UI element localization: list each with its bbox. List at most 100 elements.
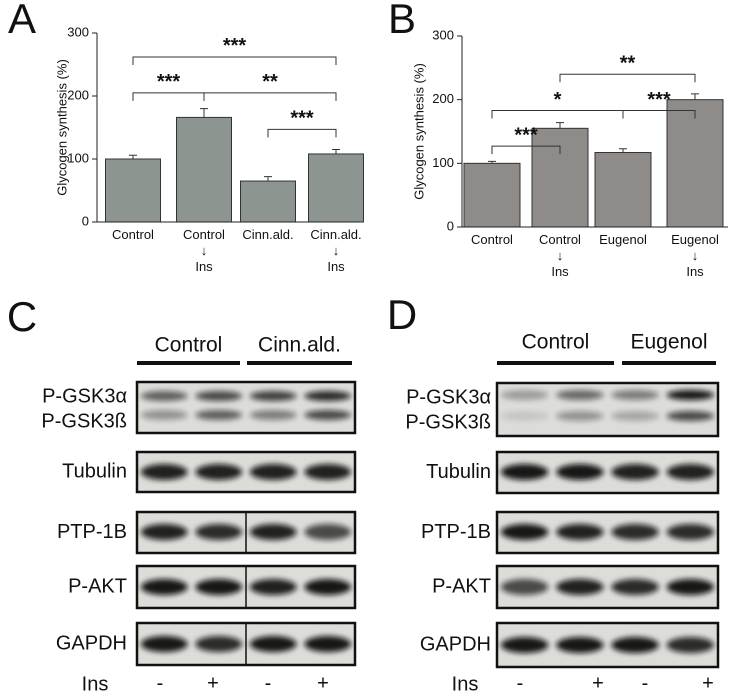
group-label: Eugenol	[630, 331, 707, 354]
y-tick-label: 200	[67, 87, 89, 102]
significance-label: ***	[223, 35, 247, 57]
y-tick-label: 300	[432, 27, 454, 42]
panel-label: D	[387, 291, 417, 338]
blot-row-label: P-GSK3ß	[405, 411, 491, 433]
blot-row-label: P-AKT	[68, 575, 127, 597]
significance-bracket	[132, 56, 337, 65]
y-tick-label: 0	[447, 218, 454, 233]
blot-band	[666, 464, 715, 480]
blot-frame	[495, 564, 720, 610]
significance-label: *	[554, 89, 562, 111]
group-label: Control	[522, 331, 590, 354]
significance-bracket	[267, 128, 337, 138]
blot-frame	[495, 510, 720, 555]
group-label: Control	[155, 334, 223, 357]
lane-sign: -	[157, 672, 164, 694]
bar	[463, 162, 521, 228]
error-bar	[619, 148, 627, 153]
bar	[666, 99, 724, 228]
significance-label: ***	[514, 124, 538, 146]
lane-sign: -	[265, 672, 272, 694]
blot-background	[137, 382, 355, 433]
x-tick-label: Cinn.ald. ↓ Ins	[310, 227, 361, 274]
blot-band	[666, 411, 715, 421]
significance-label: **	[620, 52, 636, 74]
blot-row-label: P-GSK3α	[406, 386, 491, 408]
lane-sign: +	[317, 672, 329, 694]
blot-frame	[135, 450, 357, 494]
bar	[531, 127, 589, 228]
blot-band	[500, 464, 549, 480]
significance-label: ***	[647, 89, 671, 111]
y-axis-label: Glycogen synthesis (%)	[54, 59, 69, 196]
blot-band	[556, 464, 604, 480]
blot-row-label: PTP-1B	[57, 521, 127, 543]
error-bar	[200, 108, 208, 118]
x-tick-label: Cinn.ald.	[242, 227, 293, 242]
error-bar	[129, 154, 137, 159]
significance-bracket	[132, 92, 205, 101]
blot-band	[140, 391, 188, 401]
blot-band	[140, 579, 188, 595]
panel-label: C	[7, 293, 37, 340]
blot-row-label: GAPDH	[420, 633, 491, 655]
blot-band	[195, 410, 243, 420]
blot-band	[611, 637, 659, 653]
blot-band	[556, 524, 604, 540]
y-tick-label: 200	[432, 91, 454, 106]
significance-label: **	[262, 71, 278, 93]
blot-frame	[135, 621, 357, 667]
blot-band	[249, 524, 297, 540]
x-tick-label: Eugenol ↓ Ins	[671, 232, 719, 279]
blot-band	[500, 411, 549, 421]
blot-band	[500, 579, 549, 595]
lane-sign: +	[207, 672, 219, 694]
axes	[461, 36, 728, 228]
blot-band	[666, 579, 715, 595]
group-label: Cinn.ald.	[258, 334, 341, 357]
blot-band	[304, 464, 352, 480]
blot-band	[500, 637, 549, 653]
blot-band	[556, 579, 604, 595]
blot-band	[195, 579, 243, 595]
blot-band	[500, 390, 549, 400]
x-tick-label: Eugenol	[599, 232, 647, 247]
ins-label: Ins	[452, 673, 479, 695]
axes	[96, 33, 360, 223]
blot-band	[140, 464, 188, 480]
blot-band	[556, 411, 604, 421]
y-tick-label: 0	[82, 213, 89, 228]
blot-band	[500, 524, 549, 540]
bar	[105, 158, 161, 223]
significance-label: ***	[157, 71, 181, 93]
significance-bracket	[622, 109, 696, 119]
x-tick-label: Control ↓ Ins	[539, 232, 581, 279]
blot-band	[666, 637, 715, 653]
lane-sign: +	[592, 672, 604, 694]
ins-label: Ins	[82, 673, 109, 695]
blot-band	[195, 636, 243, 652]
blot-row-label: GAPDH	[56, 632, 127, 654]
blot-band	[195, 464, 243, 480]
blot-band	[140, 410, 188, 420]
panel-label: A	[8, 0, 36, 42]
blot-band	[304, 524, 352, 540]
blot-row-label: P-AKT	[432, 575, 491, 597]
blot-frame	[495, 621, 720, 669]
blot-row-label: P-GSK3ß	[41, 410, 127, 432]
blot-frame	[135, 380, 357, 435]
x-tick-label: Control	[471, 232, 513, 247]
blot-row-label: Tubulin	[62, 460, 127, 482]
blot-band	[249, 391, 297, 401]
blot-band	[666, 524, 715, 540]
blot-band	[195, 391, 243, 401]
x-tick-label: Control ↓ Ins	[183, 227, 225, 274]
blot-band	[249, 410, 297, 420]
blot-row-label: Tubulin	[426, 461, 491, 483]
blot-row-label: P-GSK3α	[42, 385, 127, 407]
bar	[308, 153, 364, 223]
blot-band	[140, 636, 188, 652]
blot-band	[611, 524, 659, 540]
error-bar	[332, 149, 340, 154]
